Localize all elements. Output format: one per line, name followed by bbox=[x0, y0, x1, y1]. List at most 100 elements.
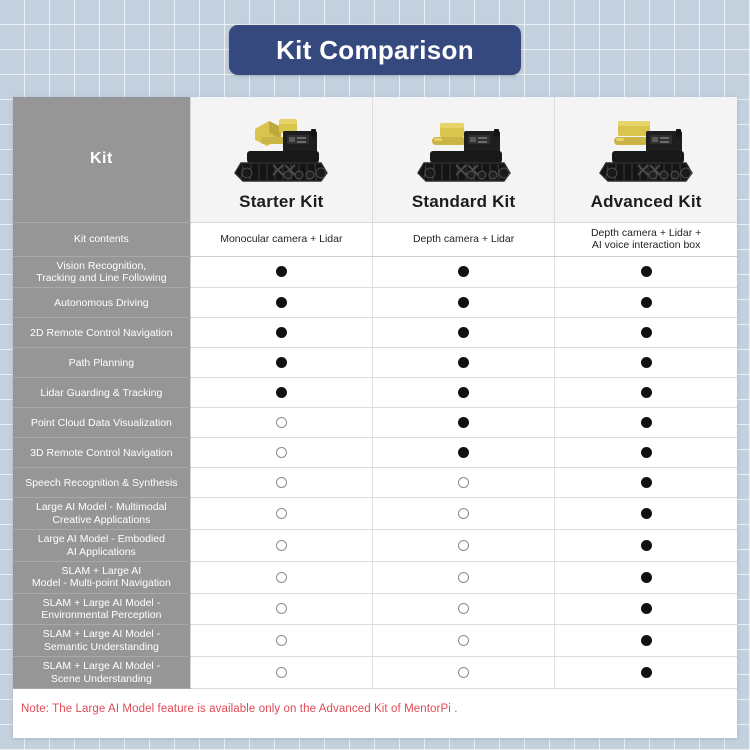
mark-cell-r12-c1 bbox=[372, 624, 556, 658]
filled-dot-icon bbox=[458, 417, 470, 429]
mark-cell-r13-c2 bbox=[554, 656, 737, 689]
filled-dot-icon bbox=[458, 297, 470, 309]
mark-cell-r6-c2 bbox=[554, 437, 737, 469]
filled-dot-icon bbox=[458, 387, 470, 399]
filled-dot-icon bbox=[640, 666, 652, 678]
hollow-dot-icon bbox=[275, 571, 287, 583]
mark-cell-r6-c0 bbox=[190, 437, 373, 469]
mark-cell-r1-c1 bbox=[372, 287, 556, 319]
feature-column-header: Kit bbox=[13, 97, 191, 223]
mark-cell-r11-c1 bbox=[372, 593, 556, 626]
kit-header-starter: Starter Kit bbox=[190, 97, 373, 223]
kit-name-starter: Starter Kit bbox=[239, 191, 324, 211]
row-label-11: SLAM + Large AI Model - Environmental Per… bbox=[13, 593, 191, 626]
mark-cell-r1-c2 bbox=[554, 287, 737, 319]
filled-dot-icon bbox=[640, 297, 652, 309]
row-label-kit-contents: Kit contents bbox=[13, 222, 191, 257]
filled-dot-icon bbox=[275, 297, 287, 309]
mark-cell-r12-c0 bbox=[190, 624, 373, 658]
filled-dot-icon bbox=[458, 327, 470, 339]
kit-contents-cell-2: Depth camera + Lidar + AI voice interacti… bbox=[554, 222, 737, 257]
robot-image-standard bbox=[408, 111, 520, 189]
mark-cell-r2-c2 bbox=[554, 317, 737, 349]
table-row: SLAM + Large AI Model - Multi-point Navig… bbox=[13, 561, 737, 594]
table-row: 2D Remote Control Navigation bbox=[13, 317, 737, 349]
robot-image-advanced bbox=[590, 111, 702, 189]
mark-cell-r7-c1 bbox=[372, 467, 556, 499]
table-row-kit-contents: Kit contents Monocular camera + Lidar Dept… bbox=[13, 222, 737, 257]
hollow-dot-icon bbox=[458, 666, 470, 678]
mark-cell-r3-c0 bbox=[190, 347, 373, 379]
filled-dot-icon bbox=[640, 635, 652, 647]
filled-dot-icon bbox=[640, 447, 652, 459]
mark-cell-r6-c1 bbox=[372, 437, 556, 469]
mark-cell-r12-c2 bbox=[554, 624, 737, 658]
hollow-dot-icon bbox=[458, 477, 470, 489]
kit-comparison-table: Kit bbox=[13, 97, 737, 689]
mark-cell-r5-c1 bbox=[372, 407, 556, 439]
filled-dot-icon bbox=[458, 447, 470, 459]
row-label-7: Speech Recognition & Synthesis bbox=[13, 467, 191, 499]
filled-dot-icon bbox=[640, 539, 652, 551]
mark-cell-r11-c2 bbox=[554, 593, 737, 626]
page-title: Kit Comparison bbox=[276, 34, 474, 65]
filled-dot-icon bbox=[458, 266, 470, 278]
table-row: Speech Recognition & Synthesis bbox=[13, 467, 737, 499]
mark-cell-r1-c0 bbox=[190, 287, 373, 319]
table-row: Point Cloud Data Visualization bbox=[13, 407, 737, 439]
mark-cell-r9-c1 bbox=[372, 529, 556, 562]
mark-cell-r13-c1 bbox=[372, 656, 556, 689]
table-row: SLAM + Large AI Model - Scene Understandi… bbox=[13, 656, 737, 689]
robot-image-starter bbox=[225, 111, 337, 189]
table-body: Kit contents Monocular camera + Lidar Dept… bbox=[13, 222, 737, 689]
mark-cell-r10-c1 bbox=[372, 561, 556, 594]
row-label-0: Vision Recognition, Tracking and Line Fol… bbox=[13, 256, 191, 289]
mark-cell-r8-c0 bbox=[190, 497, 373, 531]
mark-cell-r2-c0 bbox=[190, 317, 373, 349]
filled-dot-icon bbox=[275, 387, 287, 399]
mark-cell-r9-c2 bbox=[554, 529, 737, 562]
hollow-dot-icon bbox=[275, 508, 287, 520]
mark-cell-r10-c2 bbox=[554, 561, 737, 594]
table-row: Large AI Model - Multimodal Creative Appl… bbox=[13, 497, 737, 531]
mark-cell-r4-c0 bbox=[190, 377, 373, 409]
mark-cell-r13-c0 bbox=[190, 656, 373, 689]
table-row: SLAM + Large AI Model - Semantic Understa… bbox=[13, 624, 737, 658]
hollow-dot-icon bbox=[458, 603, 470, 615]
mark-cell-r7-c2 bbox=[554, 467, 737, 499]
hollow-dot-icon bbox=[275, 666, 287, 678]
row-label-13: SLAM + Large AI Model - Scene Understandi… bbox=[13, 656, 191, 689]
filled-dot-icon bbox=[458, 357, 470, 369]
kit-header-standard: Standard Kit bbox=[372, 97, 556, 223]
row-label-10: SLAM + Large AI Model - Multi-point Navig… bbox=[13, 561, 191, 594]
table-row: Autonomous Driving bbox=[13, 287, 737, 319]
filled-dot-icon bbox=[640, 357, 652, 369]
mark-cell-r10-c0 bbox=[190, 561, 373, 594]
hollow-dot-icon bbox=[458, 508, 470, 520]
hollow-dot-icon bbox=[458, 571, 470, 583]
mark-cell-r7-c0 bbox=[190, 467, 373, 499]
row-label-12: SLAM + Large AI Model - Semantic Understa… bbox=[13, 624, 191, 658]
hollow-dot-icon bbox=[275, 603, 287, 615]
mark-cell-r9-c0 bbox=[190, 529, 373, 562]
filled-dot-icon bbox=[640, 417, 652, 429]
mark-cell-r11-c0 bbox=[190, 593, 373, 626]
table-row: Vision Recognition, Tracking and Line Fol… bbox=[13, 256, 737, 289]
kit-contents-cell-0: Monocular camera + Lidar bbox=[190, 222, 373, 257]
filled-dot-icon bbox=[275, 327, 287, 339]
row-label-4: Lidar Guarding & Tracking bbox=[13, 377, 191, 409]
page-title-banner: Kit Comparison bbox=[229, 25, 521, 75]
table-row: Path Planning bbox=[13, 347, 737, 379]
hollow-dot-icon bbox=[275, 635, 287, 647]
hollow-dot-icon bbox=[458, 635, 470, 647]
hollow-dot-icon bbox=[275, 447, 287, 459]
filled-dot-icon bbox=[275, 266, 287, 278]
filled-dot-icon bbox=[640, 327, 652, 339]
table-row: Lidar Guarding & Tracking bbox=[13, 377, 737, 409]
mark-cell-r8-c1 bbox=[372, 497, 556, 531]
filled-dot-icon bbox=[640, 266, 652, 278]
row-label-1: Autonomous Driving bbox=[13, 287, 191, 319]
mark-cell-r4-c2 bbox=[554, 377, 737, 409]
mark-cell-r5-c0 bbox=[190, 407, 373, 439]
hollow-dot-icon bbox=[275, 477, 287, 489]
